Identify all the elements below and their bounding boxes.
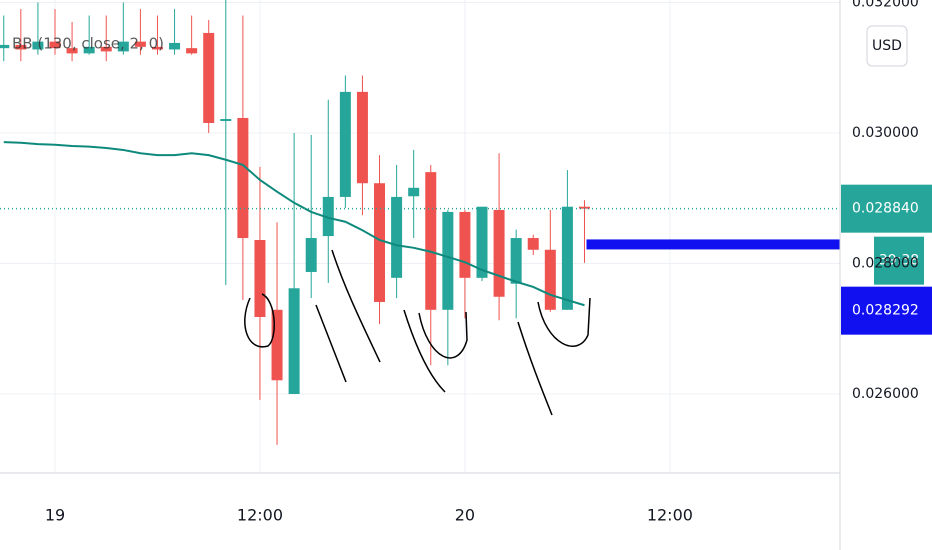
candle-body — [0, 44, 10, 49]
grid — [0, 0, 840, 473]
candle-body — [408, 187, 420, 197]
candle-body — [49, 41, 61, 49]
candle-body — [442, 211, 454, 310]
candle-body — [493, 209, 505, 297]
currency-button[interactable] — [866, 25, 908, 67]
indicator-label: BB (130, close, 2, 0) — [12, 35, 164, 53]
y-tick-label: 0.032000 — [852, 0, 919, 10]
level-line — [586, 239, 840, 250]
y-tick-label: 0.030000 — [852, 125, 919, 141]
drawing — [315, 304, 347, 383]
candle-body — [151, 46, 163, 50]
candle-body — [134, 41, 146, 47]
x-tick-label: 12:00 — [647, 506, 693, 525]
candle-body — [476, 206, 488, 278]
ma-line — [3, 141, 585, 307]
candle-body — [15, 44, 27, 50]
candle-body — [271, 309, 283, 381]
countdown-box — [874, 236, 924, 285]
candle-body — [100, 46, 112, 52]
candle-body — [305, 238, 317, 272]
candle-body — [203, 32, 215, 123]
candle-body — [527, 238, 539, 250]
currency-label: USD — [872, 38, 902, 54]
x-tick-label: 19 — [45, 506, 65, 525]
x-tick-label: 12:00 — [237, 506, 283, 525]
candle-body — [117, 41, 129, 52]
candle-body — [288, 288, 300, 394]
candle-body — [561, 206, 573, 310]
y-tick-label: 0.026000 — [852, 386, 919, 402]
candle-body — [32, 41, 44, 50]
level-box — [841, 286, 932, 335]
candle-body — [322, 196, 334, 237]
drawing — [331, 249, 381, 363]
candle-body — [83, 46, 95, 54]
drawing — [537, 297, 591, 347]
candle-body — [391, 196, 403, 278]
countdown-label: 39:38 — [879, 253, 919, 269]
candle-body — [186, 48, 198, 54]
overlay: 0.028840 39:38 0.028292 — [0, 184, 932, 335]
candle-body — [237, 117, 249, 239]
last-price-box — [841, 184, 932, 233]
candle-body — [374, 183, 386, 302]
drawing — [403, 309, 446, 393]
drawing — [244, 293, 275, 348]
hand-drawings — [244, 249, 591, 416]
x-tick-label: 20 — [455, 506, 475, 525]
candle-body — [220, 119, 232, 122]
candle-body — [169, 42, 181, 50]
candle-body — [544, 249, 556, 310]
y-tick-label: 0.028000 — [852, 255, 919, 271]
candle-body — [459, 211, 471, 278]
candle-body — [578, 206, 590, 209]
drawing — [418, 311, 468, 359]
candle-body — [254, 239, 266, 317]
candle-body — [339, 91, 351, 197]
candle-body — [66, 48, 78, 54]
candle-body — [510, 238, 522, 284]
marks — [0, 0, 590, 445]
drawing — [517, 321, 553, 416]
candle-body — [356, 91, 368, 184]
candle-body — [425, 172, 437, 310]
level-label: 0.028292 — [852, 303, 919, 319]
last-price-label: 0.028840 — [852, 201, 919, 217]
